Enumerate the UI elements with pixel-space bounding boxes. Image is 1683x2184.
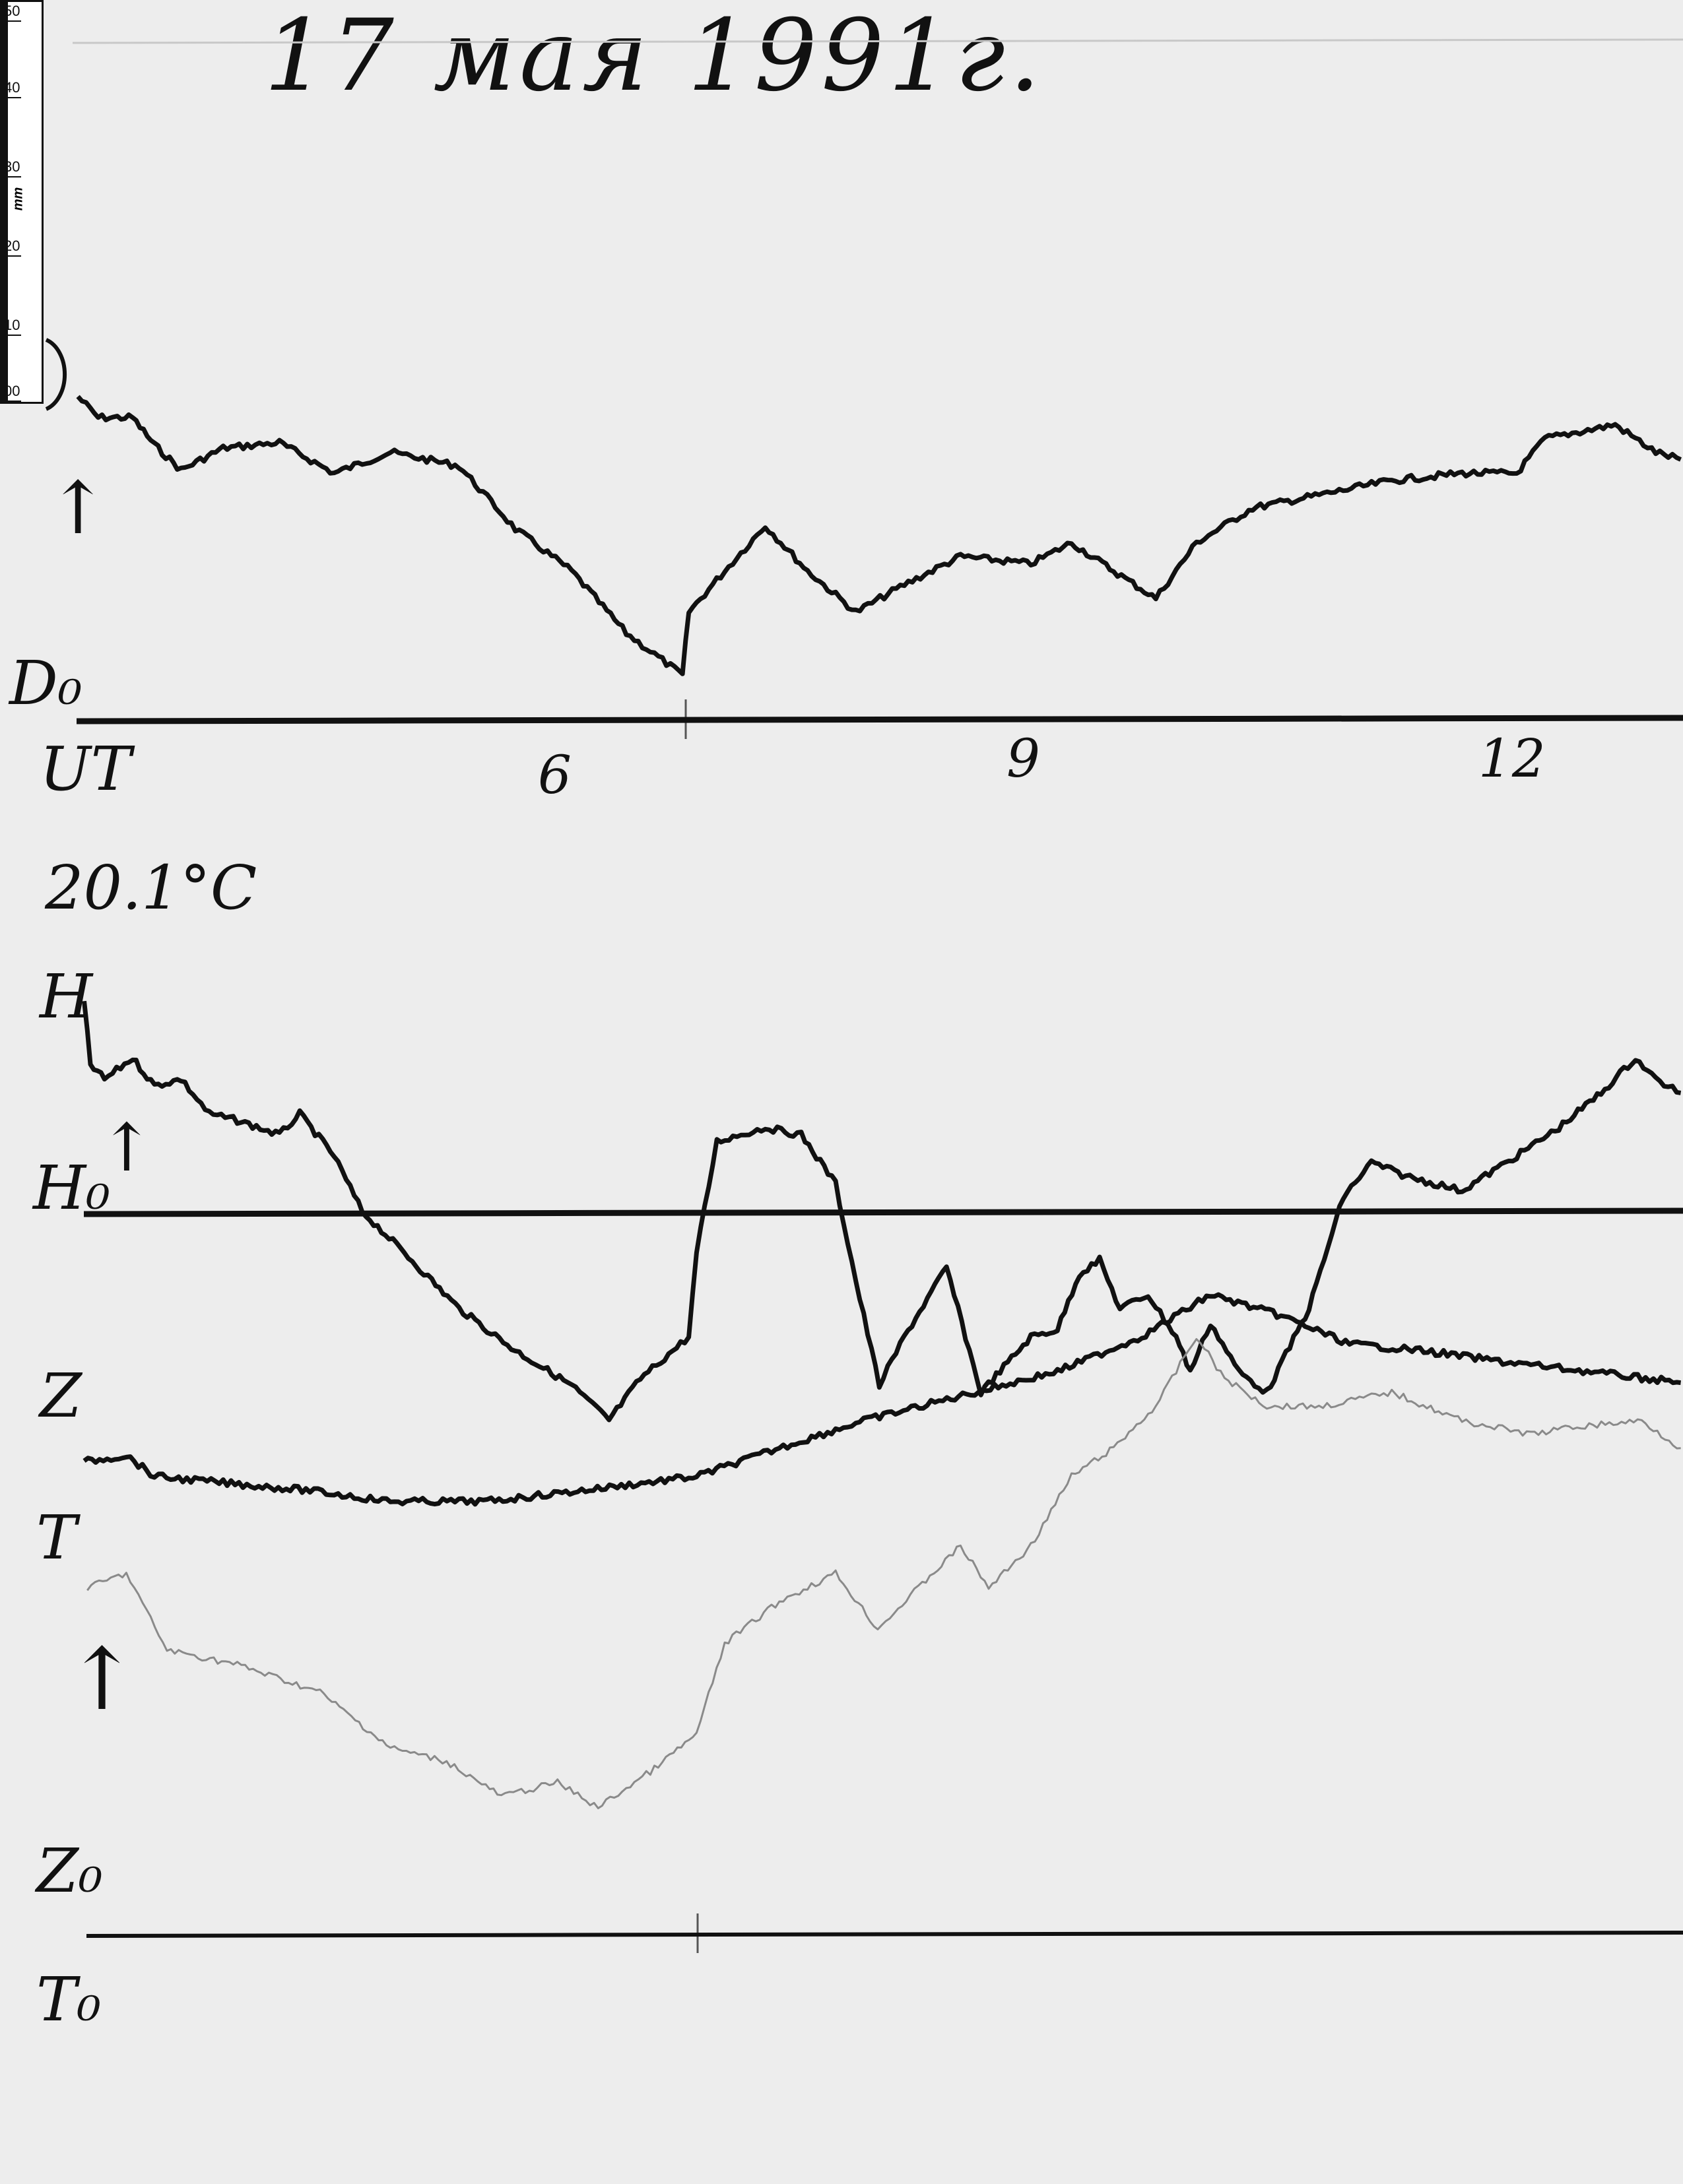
baseline-d0: [76, 715, 1683, 724]
arrow-up-icon: ↑: [48, 466, 109, 550]
label-t0: T₀: [36, 1964, 102, 2035]
trace-h: [82, 1000, 1682, 1423]
label-z: Z: [40, 1361, 82, 1431]
baseline-z0-t0: [86, 1931, 1683, 1938]
chart-title: 17 мая 1991г.: [264, 0, 1045, 113]
x-tick-label: 9: [1006, 728, 1040, 789]
trace-d: [76, 395, 1682, 676]
temperature-label: 20.1°C: [45, 852, 257, 923]
x-tick-label: 12: [1478, 728, 1546, 789]
trace-z: [82, 1292, 1682, 1507]
ruler-label: 30: [4, 158, 22, 177]
ruler-label: 10: [4, 317, 22, 336]
ruler-label: 00: [4, 383, 22, 402]
baseline-h0: [83, 1207, 1683, 1217]
label-t: T: [36, 1502, 77, 1573]
arrow-up-icon: ↑: [99, 1109, 154, 1186]
header-rule: [72, 38, 1683, 44]
label-h: H: [40, 961, 93, 1032]
trace-t: [86, 1338, 1681, 1809]
label-z0: Z₀: [36, 1836, 103, 1906]
label-d-mark: [45, 338, 67, 411]
ruler-label: 40: [4, 79, 22, 98]
x-axis-label: UT: [40, 734, 131, 804]
ruler-label: 20: [4, 238, 22, 257]
x-tick-label: 6: [538, 744, 572, 806]
scale-ruler: 50 40 30 mm 20 10 00: [0, 0, 44, 404]
ruler-label: 50: [4, 3, 22, 22]
label-h0: H₀: [33, 1153, 111, 1223]
label-d0: D₀: [9, 648, 82, 719]
arrow-up-icon: ↑: [66, 1629, 138, 1729]
